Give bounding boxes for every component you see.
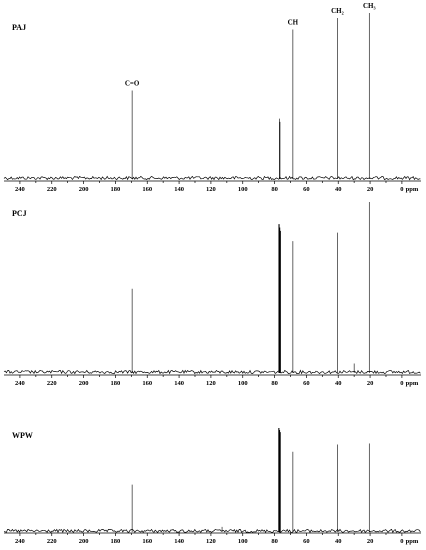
x-axis-unit: ppm — [406, 538, 419, 545]
x-tick-label: 180 — [111, 380, 121, 387]
x-tick-label: 220 — [47, 186, 57, 193]
x-tick-label: 140 — [174, 538, 184, 545]
x-tick-label: 0 — [400, 186, 403, 193]
spectrum-baseline — [3, 369, 421, 375]
x-tick-label: 240 — [15, 380, 25, 387]
x-tick-label: 60 — [303, 538, 310, 545]
x-tick-label: 140 — [174, 186, 184, 193]
x-tick-label: 80 — [271, 380, 278, 387]
x-tick-label: 20 — [367, 186, 374, 193]
x-tick-label: 180 — [111, 186, 121, 193]
x-axis-unit: ppm — [406, 380, 419, 387]
x-tick-label: 100 — [238, 186, 248, 193]
x-tick-label: 160 — [142, 538, 152, 545]
peak-label: CH₂ — [331, 7, 344, 15]
x-tick-label: 200 — [79, 538, 89, 545]
peak-label: C=O — [125, 80, 140, 88]
x-tick-label: 180 — [111, 538, 121, 545]
x-tick-label: 240 — [15, 186, 25, 193]
x-tick-label: 120 — [206, 186, 216, 193]
x-tick-label: 60 — [303, 380, 310, 387]
x-tick-label: 140 — [174, 380, 184, 387]
x-tick-label: 40 — [335, 380, 342, 387]
spectrum-baseline — [3, 175, 421, 181]
x-tick-label: 120 — [206, 380, 216, 387]
x-tick-label: 0 — [400, 380, 403, 387]
x-tick-label: 160 — [142, 186, 152, 193]
x-tick-label: 220 — [47, 380, 57, 387]
x-tick-label: 20 — [367, 380, 374, 387]
x-tick-label: 0 — [400, 538, 403, 545]
x-axis-unit: ppm — [406, 186, 419, 193]
x-tick-label: 240 — [15, 538, 25, 545]
panel-title: WPW — [12, 431, 33, 440]
x-tick-label: 40 — [335, 538, 342, 545]
x-tick-label: 80 — [271, 538, 278, 545]
x-tick-label: 40 — [335, 186, 342, 193]
x-tick-label: 100 — [238, 380, 248, 387]
panel-title: PAJ — [12, 23, 26, 32]
x-tick-label: 160 — [142, 380, 152, 387]
peak-label: CH — [288, 19, 299, 27]
x-tick-label: 120 — [206, 538, 216, 545]
x-tick-label: 200 — [79, 186, 89, 193]
x-tick-label: 60 — [303, 186, 310, 193]
spectrum-baseline — [3, 528, 421, 534]
x-tick-label: 100 — [238, 538, 248, 545]
peak-label: CH₃ — [363, 2, 376, 10]
panel-title: PCJ — [12, 209, 27, 218]
x-tick-label: 20 — [367, 538, 374, 545]
x-tick-label: 80 — [271, 186, 278, 193]
x-tick-label: 200 — [79, 380, 89, 387]
x-tick-label: 220 — [47, 538, 57, 545]
